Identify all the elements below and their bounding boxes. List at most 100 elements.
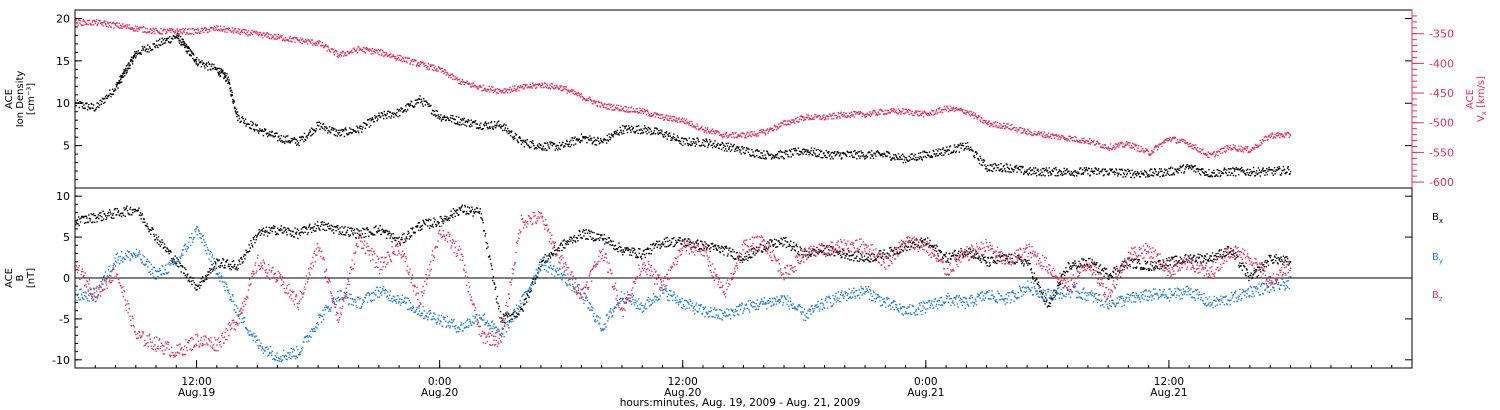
- data-point: [155, 44, 157, 46]
- data-point: [747, 135, 750, 137]
- data-point: [925, 113, 928, 116]
- data-point: [990, 124, 992, 127]
- data-point: [170, 258, 173, 260]
- data-point: [671, 139, 673, 141]
- data-point: [405, 240, 407, 242]
- data-point: [221, 71, 223, 73]
- data-point: [1288, 136, 1291, 139]
- data-point: [934, 112, 937, 114]
- data-point: [241, 29, 243, 31]
- data-point: [547, 87, 549, 90]
- data-point: [406, 61, 408, 64]
- data-point: [135, 28, 138, 30]
- data-point: [968, 112, 970, 114]
- data-point: [1189, 145, 1191, 147]
- data-point: [938, 107, 941, 109]
- data-point: [393, 238, 395, 240]
- data-point: [952, 106, 954, 109]
- data-point: [266, 235, 269, 237]
- tick-label: 10: [56, 97, 70, 110]
- data-point: [1242, 147, 1244, 149]
- data-point: [496, 92, 498, 94]
- data-point: [273, 136, 275, 138]
- data-point: [285, 228, 287, 230]
- data-point: [336, 225, 338, 227]
- data-point: [452, 216, 454, 219]
- data-point: [121, 75, 123, 77]
- data-point: [1084, 141, 1086, 143]
- data-point: [1126, 141, 1128, 143]
- data-point: [312, 128, 314, 130]
- data-point: [499, 89, 502, 91]
- data-point: [281, 35, 283, 37]
- data-point: [177, 32, 179, 35]
- data-point: [257, 130, 259, 132]
- data-point: [489, 88, 492, 90]
- data-point: [1286, 167, 1289, 169]
- data-point: [521, 86, 524, 88]
- data-point: [1244, 147, 1246, 149]
- data-point: [862, 154, 865, 156]
- data-point: [260, 232, 263, 235]
- data-point: [274, 33, 276, 36]
- data-point: [224, 76, 227, 78]
- data-point: [350, 230, 353, 232]
- data-point: [292, 231, 294, 233]
- data-point: [738, 149, 741, 151]
- data-point: [448, 219, 450, 222]
- data-point: [1255, 144, 1257, 146]
- data-point: [213, 66, 216, 68]
- data-point: [1207, 174, 1209, 176]
- data-point: [1067, 139, 1069, 141]
- data-point: [315, 41, 317, 43]
- series-velocity: [75, 19, 1292, 159]
- data-point: [330, 51, 332, 53]
- data-point: [198, 59, 200, 61]
- data-point: [148, 32, 150, 34]
- data-point: [740, 153, 742, 155]
- data-point: [901, 110, 903, 112]
- data-point: [578, 138, 580, 140]
- data-point: [526, 143, 528, 145]
- data-point: [306, 233, 309, 236]
- data-point: [205, 64, 207, 66]
- data-point: [799, 153, 801, 156]
- data-point: [271, 38, 273, 40]
- data-point: [506, 88, 508, 91]
- data-point: [812, 154, 814, 156]
- data-point: [1155, 146, 1158, 148]
- data-point: [872, 157, 875, 160]
- data-point: [86, 19, 89, 22]
- data-point: [592, 103, 594, 105]
- data-point: [85, 215, 88, 217]
- data-point: [656, 112, 658, 115]
- data-point: [411, 58, 413, 61]
- data-point: [1279, 136, 1281, 139]
- data-point: [519, 137, 521, 139]
- data-point: [307, 231, 309, 234]
- data-point: [233, 30, 235, 32]
- data-point: [459, 121, 461, 123]
- data-point: [642, 131, 645, 134]
- data-point: [900, 158, 902, 161]
- data-point: [447, 117, 449, 120]
- data-point: [757, 135, 760, 137]
- data-point: [116, 25, 118, 27]
- data-point: [197, 27, 199, 30]
- data-point: [1165, 174, 1167, 176]
- data-point: [1275, 137, 1277, 139]
- data-point: [681, 137, 683, 139]
- tick-label: -450: [1429, 87, 1454, 100]
- data-point: [523, 140, 525, 142]
- data-point: [1092, 141, 1094, 143]
- data-point: [344, 52, 347, 54]
- data-point: [1260, 141, 1263, 144]
- data-point: [657, 132, 659, 134]
- data-point: [340, 55, 343, 57]
- data-point: [264, 229, 266, 232]
- data-point: [1178, 141, 1180, 143]
- data-point: [505, 124, 507, 126]
- data-point: [210, 65, 213, 67]
- data-point: [107, 22, 109, 25]
- data-point: [256, 124, 259, 126]
